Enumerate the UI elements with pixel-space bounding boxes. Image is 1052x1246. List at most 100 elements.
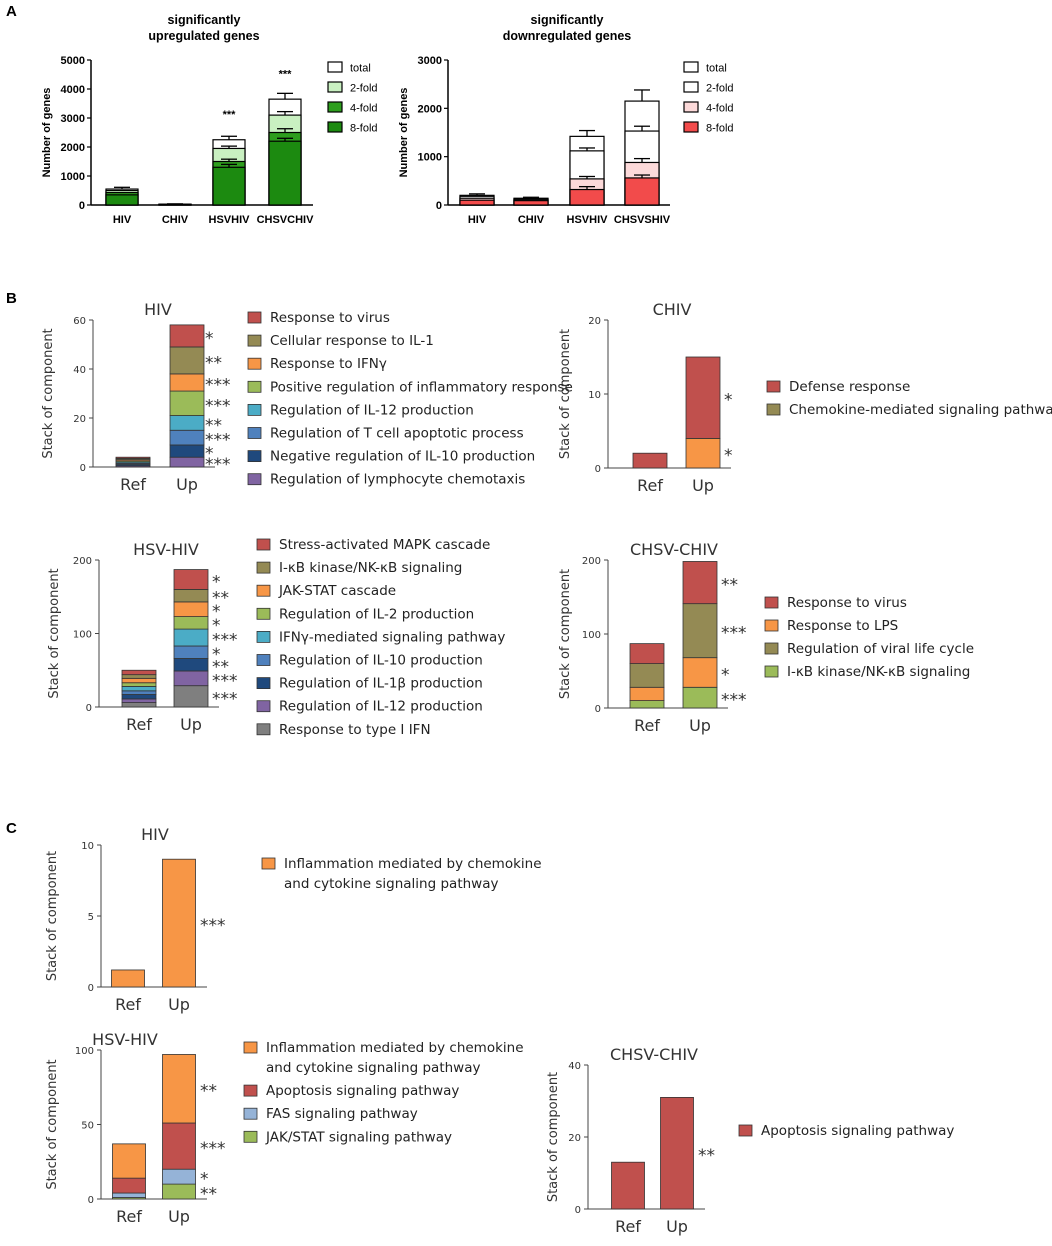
x-tick-label: HSVHIV (209, 214, 251, 226)
significance-star: *** (205, 375, 231, 395)
legend-swatch (256, 561, 271, 574)
y-tick-label: 20 (73, 414, 86, 425)
y-axis-label: Stack of component (41, 328, 56, 458)
y-tick-label: 10 (588, 390, 601, 401)
significance-star: ** (205, 416, 222, 436)
y-tick-label: 40 (73, 365, 86, 376)
stacked-segment (682, 603, 718, 659)
y-tick-label: 4000 (61, 84, 85, 96)
stacked-segment (112, 1143, 146, 1179)
panel-label-a: A (6, 3, 17, 20)
legend-swatch (261, 857, 276, 870)
panel-label-b: B (6, 290, 17, 307)
significance-star: ** (212, 658, 229, 678)
stacked-segment (173, 589, 209, 603)
legend-label: Inflammation mediated by chemokine (266, 1040, 524, 1056)
x-tick-label: Ref (115, 995, 141, 1014)
x-tick-label: CHIV (518, 214, 545, 226)
y-axis-label: Stack of component (558, 569, 573, 699)
bar-8-fold (513, 200, 549, 206)
legend-swatch (327, 81, 343, 93)
legend-label: Response to type I IFN (279, 722, 431, 738)
stacked-segment (121, 690, 157, 695)
x-tick-label: HSVHIV (567, 214, 609, 226)
x-tick-label: Up (666, 1217, 688, 1236)
y-tick-label: 3000 (61, 113, 85, 125)
panel-label-c: C (6, 820, 17, 837)
legend-label: JAK/STAT signaling pathway (265, 1129, 452, 1145)
stacked-segment (173, 670, 209, 687)
significance-star: *** (205, 396, 231, 416)
legend-swatch (247, 357, 262, 370)
c-hiv-chart: HIV 0 5 10 Stack of component Ref Up *** Inflamm… (45, 825, 542, 1014)
chart-title: HSV-HIV (92, 1030, 158, 1049)
x-tick-label: Up (176, 475, 198, 494)
significance-star: *** (223, 109, 237, 121)
stacked-segment (121, 669, 157, 676)
legend-label: Chemokine-mediated signaling pathway (789, 402, 1052, 418)
stacked-segment (121, 677, 157, 684)
significance-star: *** (721, 691, 747, 711)
stacked-segment (169, 429, 205, 446)
legend-label: Apoptosis signaling pathway (761, 1123, 954, 1139)
stacked-segment (173, 645, 209, 659)
legend-label: Response to virus (787, 595, 907, 611)
legend-label: Regulation of IL-1β production (279, 676, 483, 692)
stacked-segment (629, 700, 665, 709)
y-tick-label: 3000 (418, 55, 442, 67)
y-tick-label: 0 (436, 200, 442, 212)
y-tick-label: 2000 (61, 142, 85, 154)
significance-star: * (212, 616, 221, 636)
stacked-segment (169, 444, 205, 458)
stacked-segment (112, 1192, 146, 1198)
y-tick-label: 100 (75, 1046, 94, 1057)
legend-label: Regulation of lymphocyte chemotaxis (270, 472, 525, 488)
stacked-segment (173, 685, 209, 708)
legend-label: Cellular response to IL-1 (270, 333, 434, 349)
stacked-segment (112, 1177, 146, 1194)
legend-swatch (683, 101, 699, 113)
legend-label: total (706, 63, 727, 75)
significance-star: * (212, 572, 221, 592)
stacked-segment (173, 569, 209, 590)
significance-star: *** (212, 631, 238, 651)
x-tick-label: Up (689, 716, 711, 735)
y-tick-label: 0 (575, 1205, 581, 1216)
significance-star: *** (205, 455, 231, 475)
legend-swatch (247, 450, 262, 463)
stacked-segment (162, 1183, 196, 1200)
legend-swatch (256, 584, 271, 597)
bar-8-fold (105, 194, 139, 206)
stacked-segment (629, 686, 665, 702)
legend-label: and cytokine signaling pathway (266, 1060, 480, 1076)
stacked-segment (121, 682, 157, 687)
x-tick-label: CHSVCHIV (257, 214, 315, 226)
legend-label: Inflammation mediated by chemokine (284, 856, 542, 872)
stacked-segment (162, 1054, 196, 1124)
legend-label: 2-fold (350, 83, 378, 95)
bar-8-fold (569, 188, 605, 206)
legend-label: I-κB kinase/NK-κB signaling (279, 560, 462, 576)
legend-label: Apoptosis signaling pathway (266, 1083, 459, 1099)
legend-swatch (256, 723, 271, 736)
y-tick-label: 40 (568, 1061, 581, 1072)
bar-8-fold (212, 166, 246, 206)
legend-label: Response to LPS (787, 618, 898, 634)
significance-star: * (724, 446, 733, 466)
stacked-segment (121, 698, 157, 703)
chart-title: CHIV (653, 300, 692, 319)
y-tick-label: 0 (88, 983, 94, 994)
stacked-segment (682, 561, 718, 605)
legend-swatch (247, 473, 262, 486)
chart-title: CHSV-CHIV (630, 540, 718, 559)
legend-swatch (243, 1107, 258, 1120)
legend-label: 4-fold (706, 103, 734, 115)
significance-star: ** (698, 1146, 715, 1166)
y-axis-label: Stack of component (558, 329, 573, 459)
significance-star: *** (721, 624, 747, 644)
legend-swatch (256, 654, 271, 666)
y-tick-label: 0 (80, 463, 86, 474)
legend-label: Positive regulation of inflammatory resp… (270, 379, 573, 395)
b-chsvchiv-chart: CHSV-CHIV 0 100 200 Stack of component Ref Up *… (558, 540, 974, 735)
